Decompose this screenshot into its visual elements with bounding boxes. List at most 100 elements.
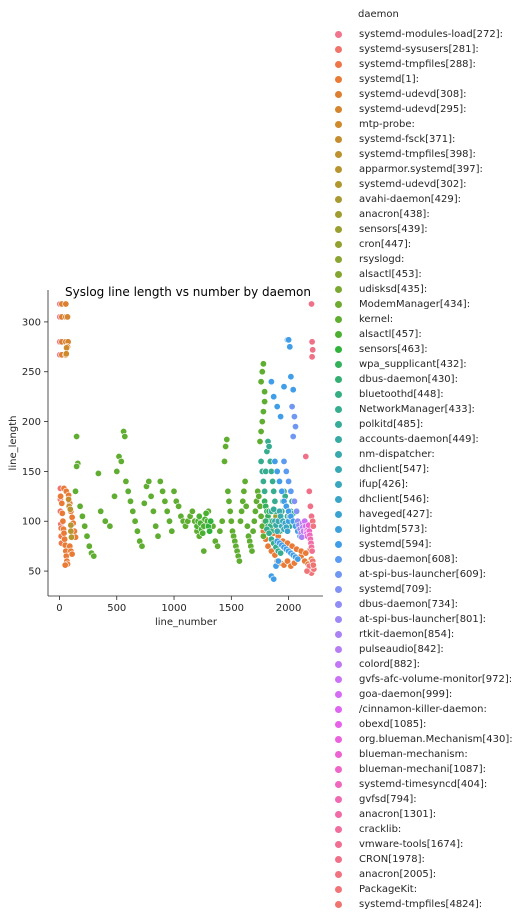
data-point (67, 527, 75, 535)
legend-label: haveged[427]: (359, 509, 433, 520)
data-point (248, 547, 256, 555)
legend-item: systemd-tmpfiles[288]: (328, 58, 518, 73)
legend-marker (335, 181, 342, 188)
legend-item: dbus-daemon[734]: (328, 598, 518, 613)
legend-marker (335, 31, 342, 38)
data-point (68, 550, 76, 558)
data-point (275, 477, 283, 485)
legend-marker (335, 781, 342, 788)
y-tick-label: 150 (22, 467, 41, 478)
data-point (145, 477, 153, 485)
legend-item: polkitd[485]: (328, 418, 518, 433)
data-point (64, 313, 72, 321)
data-point (307, 300, 315, 308)
data-point (282, 467, 290, 475)
legend-label: rtkit-daemon[854]: (359, 629, 455, 640)
legend-item: obexd[1085]: (328, 718, 518, 733)
data-point (163, 507, 171, 515)
legend-label: dbus-daemon[430]: (359, 374, 458, 385)
data-point (264, 542, 272, 550)
legend-item: systemd-udevd[308]: (328, 88, 518, 103)
legend-title: daemon (358, 9, 399, 20)
legend-item: rsyslogd: (328, 253, 518, 268)
legend-label: wpa_supplicant[432]: (359, 359, 467, 370)
legend-marker (335, 466, 342, 473)
data-point (195, 512, 203, 520)
data-point (288, 403, 296, 411)
legend-label: alsactl[457]: (359, 329, 422, 340)
legend-item: vmware-tools[1674]: (328, 838, 518, 853)
legend-item: mtp-probe: (328, 118, 518, 133)
legend-marker (335, 376, 342, 383)
legend-item: gvfsd[794]: (328, 793, 518, 808)
legend-item: lightdm[573]: (328, 523, 518, 538)
legend-item: avahi-daemon[429]: (328, 193, 518, 208)
legend-item: dbus-daemon[608]: (328, 553, 518, 568)
legend-marker (335, 691, 342, 698)
data-point (289, 432, 297, 440)
data-point (83, 532, 91, 540)
data-point (269, 477, 277, 485)
data-point (273, 527, 281, 535)
data-point (225, 497, 233, 505)
legend-marker (335, 166, 342, 173)
data-point (306, 502, 314, 510)
data-point (256, 437, 264, 445)
legend-label: systemd-fsck[371]: (359, 134, 456, 145)
x-tick-label: 1000 (161, 603, 186, 614)
data-point (127, 497, 135, 505)
data-point (309, 561, 317, 569)
legend-label: gvfs-afc-volume-monitor[972]: (359, 674, 513, 685)
data-point (121, 432, 129, 440)
legend-item: org.blueman.Mechanism[430]: (328, 733, 518, 748)
data-point (258, 418, 266, 426)
legend-label: blueman-mechanism: (359, 749, 468, 760)
data-point (243, 522, 251, 530)
data-point (240, 487, 248, 495)
data-point (156, 477, 164, 485)
legend-label: kernel: (359, 314, 394, 325)
legend-item: colord[882]: (328, 658, 518, 673)
data-point (287, 487, 295, 495)
data-point (277, 413, 285, 421)
data-point (159, 487, 167, 495)
data-point (239, 497, 247, 505)
data-point (106, 522, 114, 530)
data-point (68, 533, 76, 541)
x-tick-label: 1500 (219, 603, 244, 614)
legend-label: systemd-tmpfiles[398]: (359, 149, 476, 160)
legend-label: systemd[594]: (359, 539, 432, 550)
legend-marker (335, 136, 342, 143)
legend-label: anacron[438]: (359, 209, 430, 220)
data-point (101, 517, 109, 525)
legend-marker (335, 61, 342, 68)
data-point (259, 408, 267, 416)
legend-item: CRON[1978]: (328, 853, 518, 868)
data-point (290, 413, 298, 421)
legend-marker (335, 271, 342, 278)
legend-marker (335, 556, 342, 563)
data-point (308, 353, 316, 361)
data-point (94, 469, 102, 477)
legend-item: PackageKit: (328, 883, 518, 898)
data-point (97, 507, 105, 515)
data-point (152, 522, 160, 530)
legend-item: apparmor.systemd[397]: (328, 163, 518, 178)
legend-item: udisksd[435]: (328, 283, 518, 298)
legend-label: gvfsd[794]: (359, 794, 417, 805)
x-tick-label: 0 (56, 603, 62, 614)
legend-marker (335, 361, 342, 368)
legend-label: at-spi-bus-launcher[609]: (359, 569, 487, 580)
points-layer (56, 300, 318, 583)
legend-item: systemd-modules-load[272]: (328, 28, 518, 43)
legend-item: systemd-udevd[302]: (328, 178, 518, 193)
data-point (271, 497, 279, 505)
data-point (302, 549, 310, 557)
data-point (58, 509, 66, 517)
legend-item: anacron[2005]: (328, 868, 518, 883)
legend-label: systemd-udevd[295]: (359, 104, 467, 115)
legend-marker (335, 526, 342, 533)
legend-item: /cinnamon-killer-daemon: (328, 703, 518, 718)
legend-item: cron[447]: (328, 238, 518, 253)
legend-marker (335, 571, 342, 578)
